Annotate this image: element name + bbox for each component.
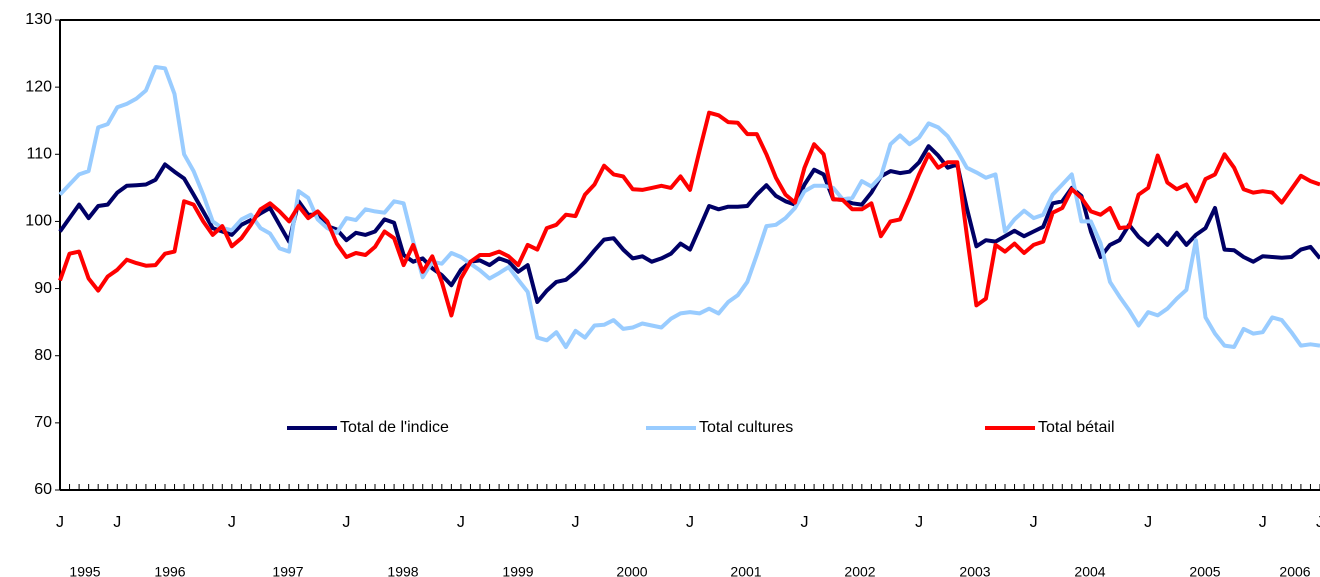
year-label: 2003: [959, 564, 990, 577]
year-label: 2005: [1189, 564, 1220, 577]
y-tick-label: 100: [25, 213, 52, 230]
x-tick-label: J: [342, 514, 350, 531]
y-tick-label: 70: [34, 414, 52, 431]
x-tick-label: J: [228, 514, 236, 531]
legend-label: Total cultures: [699, 419, 793, 436]
y-tick-label: 90: [34, 280, 52, 297]
series-line: [58, 110, 1320, 318]
year-label: 1999: [502, 564, 533, 577]
year-label: 1996: [154, 564, 185, 577]
x-tick-label: J: [915, 514, 923, 531]
year-label: 2004: [1074, 564, 1105, 577]
year-label: 1998: [387, 564, 418, 577]
series-line: [58, 65, 1320, 349]
x-tick-label: J: [56, 514, 64, 531]
year-label: 1997: [272, 564, 303, 577]
x-tick-label: J: [1259, 514, 1267, 531]
x-tick-label: J: [1144, 514, 1152, 531]
x-tick-label: J: [1316, 514, 1320, 531]
legend-label: Total de l'indice: [340, 419, 449, 436]
y-tick-label: 80: [34, 347, 52, 364]
y-tick-label: 120: [25, 78, 52, 95]
series-line: [58, 144, 1320, 304]
y-tick-label: 110: [26, 146, 52, 163]
x-tick-label: J: [571, 514, 579, 531]
legend-label: Total bétail: [1038, 419, 1115, 436]
y-tick-label: 60: [34, 481, 52, 498]
x-tick-label: J: [1030, 514, 1038, 531]
year-label: 2006: [1279, 564, 1310, 577]
y-tick-label: 130: [25, 11, 52, 28]
year-label: 2000: [616, 564, 647, 577]
x-tick-label: J: [686, 514, 694, 531]
x-tick-label: J: [113, 514, 121, 531]
year-label: 2002: [844, 564, 875, 577]
x-tick-label: J: [457, 514, 465, 531]
year-label: 2001: [730, 564, 761, 577]
x-tick-label: J: [801, 514, 809, 531]
year-label: 1995: [69, 564, 100, 577]
